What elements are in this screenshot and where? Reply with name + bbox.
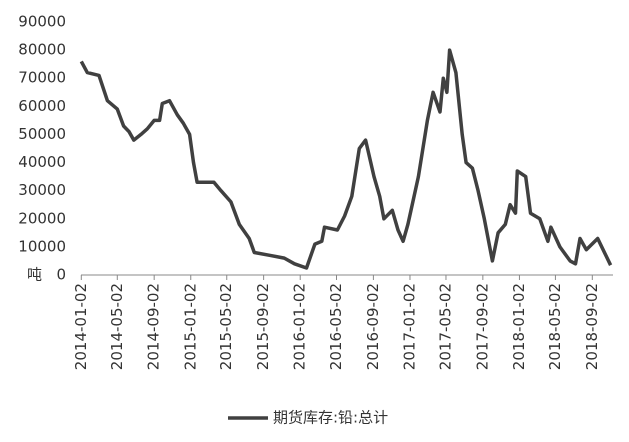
y-tick-label: 50000	[18, 125, 66, 143]
x-tick-label: 2018-09-02	[583, 283, 601, 370]
x-tick-label: 2014-01-02	[72, 283, 90, 370]
y-tick-label: 40000	[18, 153, 66, 171]
y-tick-label: 80000	[18, 41, 66, 59]
y-tick-label: 90000	[18, 13, 66, 31]
y-tick-label: 70000	[18, 69, 66, 87]
x-tick-label: 2014-05-02	[108, 283, 126, 370]
x-tick-label: 2016-01-02	[291, 283, 309, 370]
x-tick-label: 2018-01-02	[510, 283, 528, 370]
y-tick-label: 10000	[18, 237, 66, 255]
x-tick-label: 2018-05-02	[546, 283, 564, 370]
legend-label: 期货库存:铅:总计	[273, 409, 388, 427]
x-tick-label: 2015-05-02	[217, 283, 235, 370]
x-tick-label: 2014-09-02	[145, 283, 163, 370]
x-tick-label: 2015-09-02	[254, 283, 272, 370]
x-tick-label: 2017-05-02	[436, 283, 454, 370]
y-tick-label: 60000	[18, 97, 66, 115]
y-tick-label: 30000	[18, 181, 66, 199]
x-tick-label: 2016-09-02	[364, 283, 382, 370]
y-unit: 吨	[27, 266, 42, 284]
x-tick-label: 2015-01-02	[181, 283, 199, 370]
y-tick-label: 20000	[18, 209, 66, 227]
line-series	[79, 48, 613, 270]
y-tick-label: 0	[56, 266, 66, 284]
x-tick-label: 2016-05-02	[327, 283, 345, 370]
x-tick-label: 2017-09-02	[473, 283, 491, 370]
x-tick-label: 2017-01-02	[400, 283, 418, 370]
